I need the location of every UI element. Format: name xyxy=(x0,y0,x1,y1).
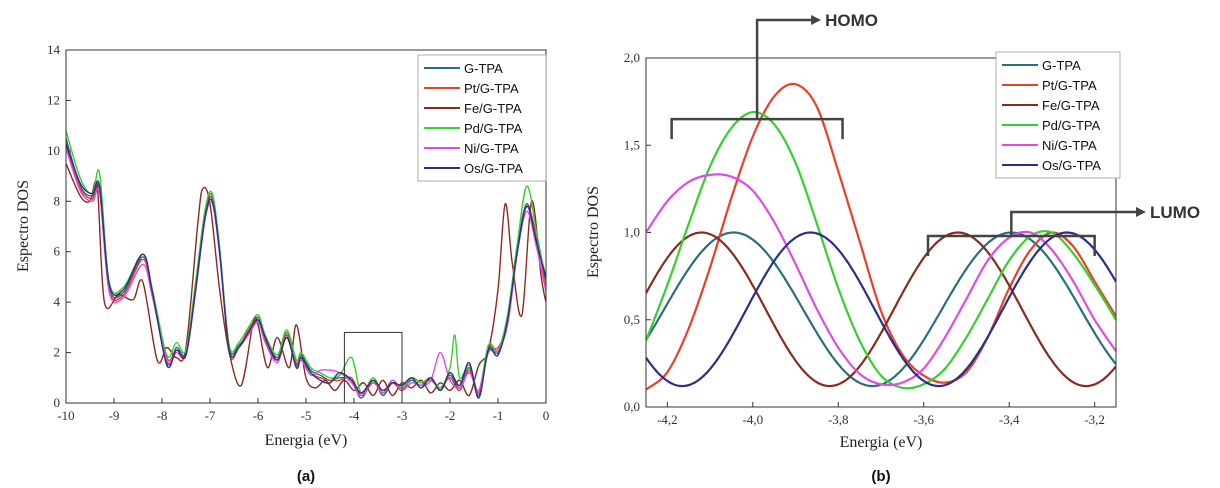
y-tick-label: 4 xyxy=(54,294,61,309)
x-tick-label: -4 xyxy=(349,408,360,423)
plot-frame-b xyxy=(645,57,1117,408)
legend-box xyxy=(995,51,1121,179)
plot-frame-a xyxy=(65,49,547,404)
legend-label: Ni/G-TPA xyxy=(1042,138,1097,153)
legend-a: G-TPA Pt/G-TPA Fe/G-TPA Pd/G-TPA Ni/G-TPA Os/… xyxy=(417,54,547,182)
legend-label: Fe/G-TPA xyxy=(1042,98,1100,113)
x-tick-label: -6 xyxy=(253,408,264,423)
x-axis-label-a: Energia (eV) xyxy=(265,432,348,449)
y-tick-label: 1,0 xyxy=(624,225,640,240)
lumo-arrow xyxy=(1010,206,1146,236)
x-tick-label: -9 xyxy=(109,408,120,423)
homo-label: HOMO xyxy=(825,11,878,30)
series-line-pd-g-tpa xyxy=(646,110,1116,390)
lumo-annotation: LUMO xyxy=(926,203,1200,256)
x-tick-label: -3,8 xyxy=(828,412,849,427)
legend-b: G-TPA Pt/G-TPA Fe/G-TPA Pd/G-TPA Ni/G-TPA Os/… xyxy=(995,51,1121,179)
y-axis-label-a: Espectro DOS xyxy=(15,180,32,272)
x-tick-label: -4,2 xyxy=(657,412,678,427)
legend-label: Pd/G-TPA xyxy=(464,121,523,136)
y-tick-label: 10 xyxy=(47,143,60,158)
series-line-pd-g-tpa xyxy=(66,130,546,394)
x-tick-label: -10 xyxy=(57,408,74,423)
series-line-ni-g-tpa xyxy=(66,148,546,397)
homo-annotation: HOMO xyxy=(670,11,878,140)
legend-label: G-TPA xyxy=(464,61,503,76)
x-tick-label: -8 xyxy=(157,408,168,423)
x-tick-label: -4,0 xyxy=(743,412,764,427)
legend-label: G-TPA xyxy=(1042,58,1081,73)
series-line-os-g-tpa xyxy=(66,143,546,399)
legend-box xyxy=(417,54,547,182)
y-axis-label-b: Espectro DOS xyxy=(585,186,602,278)
series-line-os-g-tpa xyxy=(646,231,1116,388)
panel-label-a: (a) xyxy=(297,468,315,485)
x-tick-label: -3,4 xyxy=(999,412,1020,427)
series-line-fe-g-tpa xyxy=(66,163,546,397)
y-tick-label: 0,5 xyxy=(624,312,640,327)
series-line-ni-g-tpa xyxy=(646,173,1116,387)
legend-label: Ni/G-TPA xyxy=(464,141,519,156)
lumo-bracket xyxy=(926,234,1096,256)
y-tick-label: 6 xyxy=(54,244,61,259)
y-tick-label: 12 xyxy=(47,92,60,107)
x-tick-label: -3 xyxy=(397,408,408,423)
chart-b: -4,2 -4,0 -3,8 -3,6 -3,4 -3,20,00,51,01,52,0 … xyxy=(585,11,1200,485)
legend-label: Os/G-TPA xyxy=(464,161,523,176)
legend-label: Pt/G-TPA xyxy=(1042,78,1097,93)
x-tick-label: -2 xyxy=(445,408,456,423)
legend-label: Fe/G-TPA xyxy=(464,101,522,116)
y-tick-label: 0,0 xyxy=(624,399,640,414)
series-line-fe-g-tpa xyxy=(646,231,1116,388)
y-tick-label: 2,0 xyxy=(624,50,640,65)
series-line-pt-g-tpa xyxy=(646,82,1116,391)
x-axis-label-b: Energia (eV) xyxy=(840,434,923,451)
x-tick-label: -5 xyxy=(301,408,312,423)
y-tick-label: 1,5 xyxy=(624,137,640,152)
legend-label: Pt/G-TPA xyxy=(464,81,519,96)
x-tick-label: -3,6 xyxy=(913,412,934,427)
x-tick-label: -1 xyxy=(493,408,504,423)
x-tick-label: 0 xyxy=(543,408,550,423)
homo-arrow xyxy=(755,15,822,120)
legend-label: Os/G-TPA xyxy=(1042,158,1101,173)
zoom-region-box xyxy=(343,331,403,404)
lumo-label: LUMO xyxy=(1150,203,1200,222)
y-tick-label: 14 xyxy=(47,42,61,57)
panel-label-b: (b) xyxy=(871,468,890,485)
y-tick-label: 2 xyxy=(54,345,61,360)
x-tick-label: -7 xyxy=(205,408,216,423)
y-tick-label: 8 xyxy=(54,193,61,208)
y-tick-label: 0 xyxy=(54,395,61,410)
legend-label: Pd/G-TPA xyxy=(1042,118,1101,133)
x-tick-label: -3,2 xyxy=(1084,412,1105,427)
